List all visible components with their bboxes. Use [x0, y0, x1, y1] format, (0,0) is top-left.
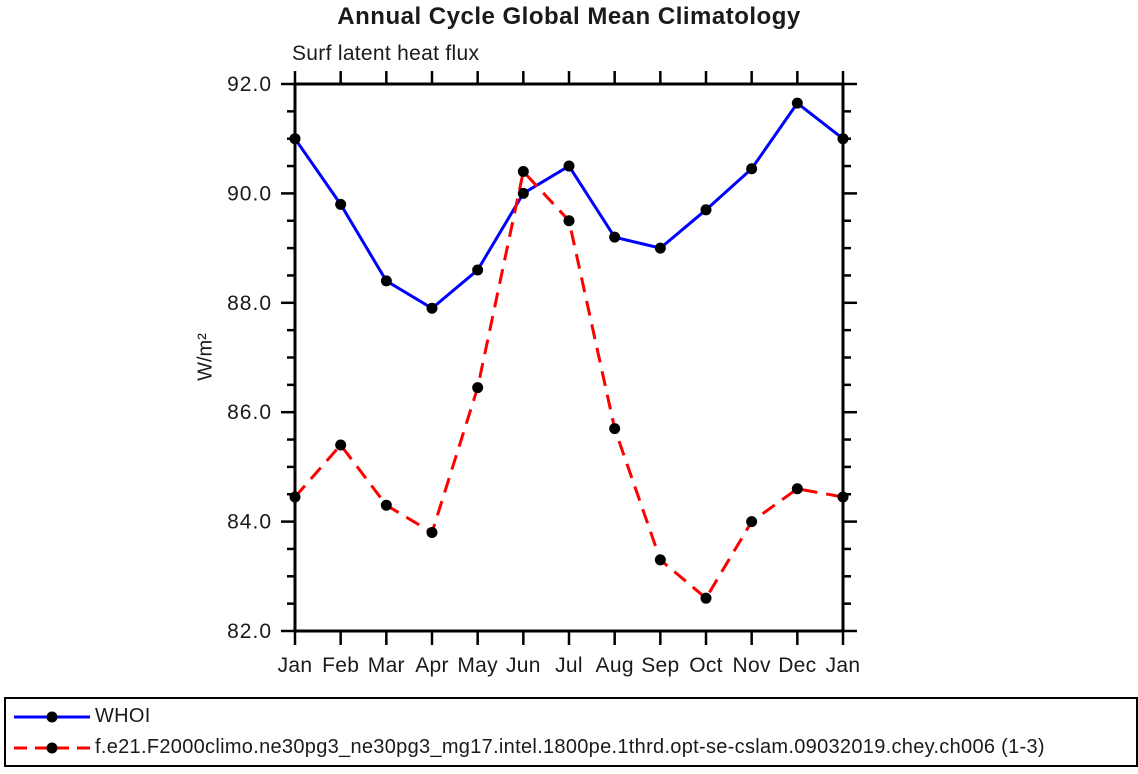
- x-tick-label: May: [457, 654, 498, 677]
- legend-line-swatch-model-run: [14, 742, 90, 753]
- data-point-marker: [380, 499, 392, 511]
- legend: WHOI f.e21.F2000climo.ne30pg3_ne30pg3_mg…: [4, 697, 1138, 767]
- chart-title: Annual Cycle Global Mean Climatology: [337, 3, 801, 30]
- data-point-marker: [380, 275, 392, 287]
- data-point-marker: [746, 516, 758, 528]
- data-point-marker: [563, 160, 575, 172]
- y-tick-label: 84.0: [227, 511, 272, 534]
- x-tick-label: Jan: [278, 654, 313, 677]
- y-tick-label: 86.0: [227, 401, 272, 424]
- data-point-marker: [700, 204, 712, 216]
- x-tick-label: Jan: [826, 654, 861, 677]
- data-point-marker: [700, 592, 712, 604]
- data-point-marker: [654, 554, 666, 566]
- data-point-marker: [791, 97, 803, 109]
- data-point-marker: [472, 264, 484, 276]
- series-line-1: [293, 168, 844, 601]
- data-point-marker: [426, 302, 438, 314]
- legend-line-swatch-whoi: [14, 711, 90, 722]
- plot-area: 82.0 84.0 86.0 88.0 90.0 92.0 Jan Feb Mar Apr May J…: [227, 71, 861, 677]
- x-tick-label: Aug: [596, 654, 634, 677]
- data-point-marker: [563, 215, 575, 227]
- legend-label-model-run: f.e21.F2000climo.ne30pg3_ne30pg3_mg17.in…: [95, 736, 1045, 758]
- data-point-marker: [746, 163, 758, 175]
- y-tick-label: 92.0: [227, 73, 272, 96]
- x-tick-label: Feb: [322, 654, 359, 677]
- chart-subtitle: Surf latent heat flux: [292, 42, 480, 65]
- y-tick-label: 82.0: [227, 620, 272, 643]
- x-tick-label: Sep: [641, 654, 679, 677]
- legend-item-whoi: WHOI: [12, 701, 1136, 732]
- data-point-marker: [426, 527, 438, 539]
- legend-item-model-run: f.e21.F2000climo.ne30pg3_ne30pg3_mg17.in…: [12, 732, 1136, 763]
- series-line-0: [293, 100, 844, 311]
- data-point-marker: [654, 242, 666, 254]
- y-tick-label: 88.0: [227, 292, 272, 315]
- data-point-marker: [335, 439, 347, 451]
- x-tick-label: Nov: [733, 654, 771, 677]
- data-point-marker: [837, 133, 849, 145]
- data-point-marker: [517, 166, 529, 178]
- x-tick-label: Oct: [689, 654, 723, 677]
- data-point-marker: [335, 198, 347, 210]
- x-tick-label: Jun: [506, 654, 541, 677]
- x-tick-label: Dec: [778, 654, 816, 677]
- data-point-marker: [517, 187, 529, 199]
- data-point-marker: [609, 423, 621, 435]
- legend-label-whoi: WHOI: [95, 705, 151, 727]
- data-point-marker: [472, 382, 484, 394]
- data-point-marker: [289, 491, 301, 503]
- data-point-marker: [289, 133, 301, 145]
- x-tick-label: Apr: [415, 654, 449, 677]
- x-tick-label: Jul: [555, 654, 583, 677]
- y-tick-label: 90.0: [227, 182, 272, 205]
- data-point-marker: [609, 231, 621, 243]
- x-tick-label: Mar: [368, 654, 405, 677]
- data-point-marker: [837, 491, 849, 503]
- data-point-marker: [791, 483, 803, 495]
